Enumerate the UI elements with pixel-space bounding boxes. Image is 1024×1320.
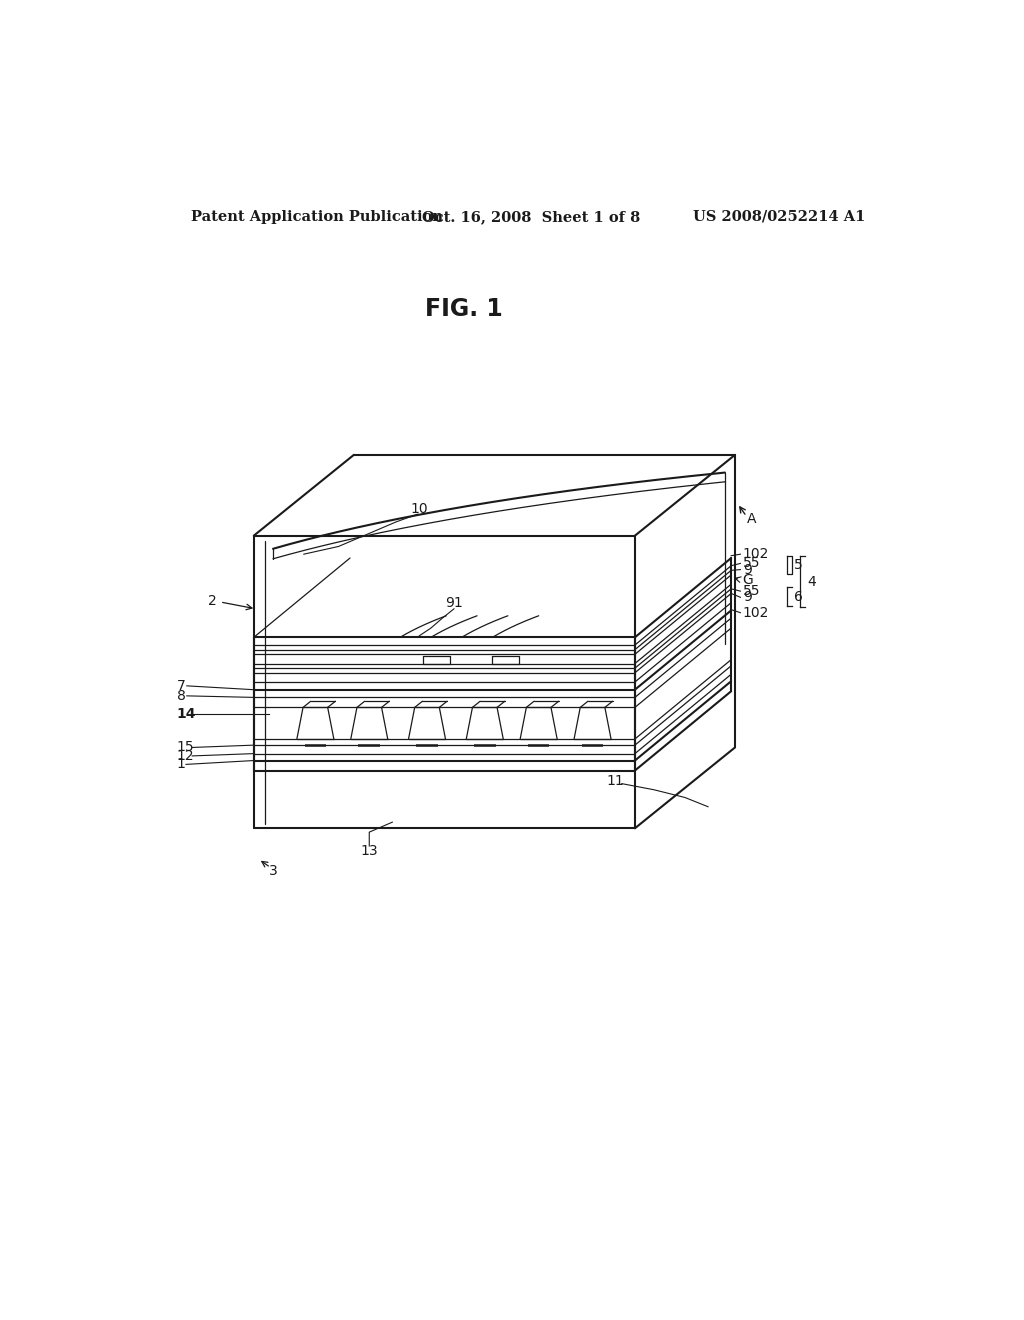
Text: Patent Application Publication: Patent Application Publication <box>190 210 442 224</box>
Bar <box>582 743 603 747</box>
Text: 102: 102 <box>742 606 769 619</box>
Text: 7: 7 <box>177 678 185 693</box>
Text: 4: 4 <box>807 574 816 589</box>
Text: 3: 3 <box>269 863 278 878</box>
Text: 14: 14 <box>177 706 197 721</box>
Text: Oct. 16, 2008  Sheet 1 of 8: Oct. 16, 2008 Sheet 1 of 8 <box>422 210 640 224</box>
Text: 13: 13 <box>360 845 378 858</box>
Text: 10: 10 <box>411 502 428 516</box>
Bar <box>358 743 380 747</box>
Text: US 2008/0252214 A1: US 2008/0252214 A1 <box>692 210 865 224</box>
Text: 9: 9 <box>742 562 752 577</box>
Text: 15: 15 <box>177 741 195 755</box>
Text: 91: 91 <box>445 597 463 610</box>
Bar <box>304 743 326 747</box>
Text: 55: 55 <box>742 585 760 598</box>
Bar <box>528 743 550 747</box>
Text: FIG. 1: FIG. 1 <box>425 297 503 321</box>
Bar <box>474 743 496 747</box>
Bar <box>416 743 438 747</box>
Text: 8: 8 <box>177 689 185 702</box>
Text: 55: 55 <box>742 557 760 570</box>
Text: 5: 5 <box>795 558 803 573</box>
Text: A: A <box>746 512 756 525</box>
Text: 2: 2 <box>208 594 216 609</box>
Text: 102: 102 <box>742 548 769 561</box>
Text: 12: 12 <box>177 748 195 763</box>
Text: G: G <box>742 573 754 586</box>
Text: 1: 1 <box>177 758 185 771</box>
Text: 11: 11 <box>606 774 625 788</box>
Text: 9: 9 <box>742 590 752 605</box>
Text: 6: 6 <box>795 590 803 603</box>
